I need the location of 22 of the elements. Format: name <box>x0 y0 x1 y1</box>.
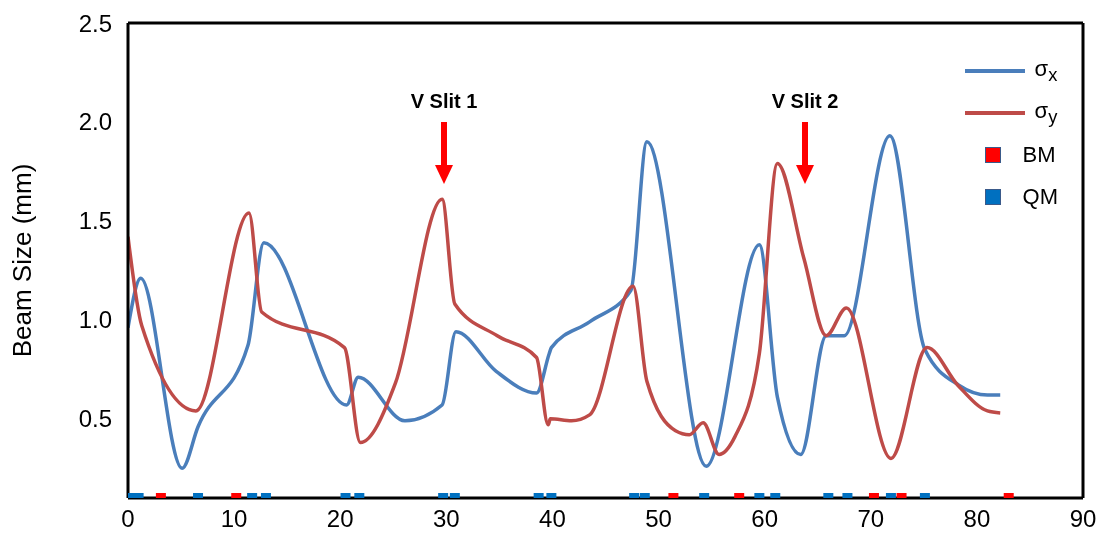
legend-label: σ$_{x}$ <box>1034 55 1058 87</box>
x-tick-label: 80 <box>963 505 991 533</box>
x-tick-label: 20 <box>326 505 354 533</box>
y-tick-label: 2.0 <box>78 108 112 136</box>
x-tick-label: 30 <box>432 505 460 533</box>
x-tick-label: 10 <box>220 505 248 533</box>
annotation: V Slit 1 <box>410 90 478 112</box>
x-tick-label: 70 <box>857 505 885 533</box>
y-tick-label: 1.5 <box>78 207 112 235</box>
y-tick-label: 0.5 <box>78 405 112 433</box>
annotation: V Slit 2 <box>771 90 839 112</box>
x-tick-label: 60 <box>751 505 779 533</box>
x-tick-label: 50 <box>645 505 672 533</box>
x-tick-label: 0 <box>121 505 135 533</box>
legend-label: σ$_{y}$ <box>1034 97 1058 129</box>
legend-label: QM <box>1022 184 1058 210</box>
y-tick-label: 1.0 <box>78 306 112 334</box>
y-axis-title: Beam Size (mm) <box>7 163 38 358</box>
x-tick-label: 90 <box>1069 505 1097 533</box>
legend-label: BM <box>1022 142 1056 168</box>
y-tick-label: 2.5 <box>78 9 112 37</box>
x-tick-label: 40 <box>539 505 566 533</box>
